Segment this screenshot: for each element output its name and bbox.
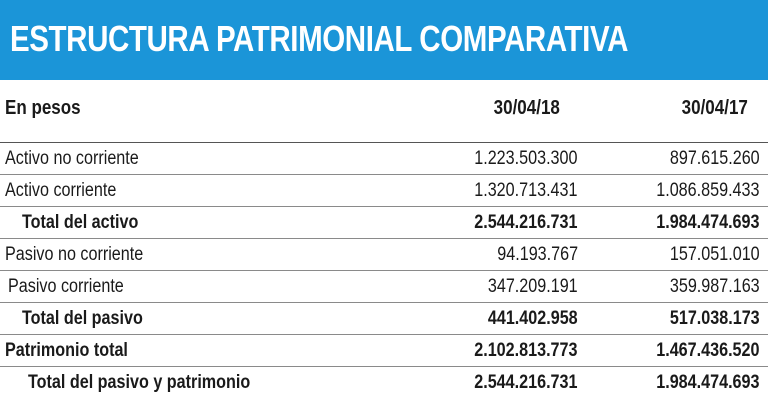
row-value-2018: 2.544.216.731 <box>474 212 578 233</box>
row-value-2018: 94.193.767 <box>497 244 578 265</box>
row-label: Total del pasivo y patrimonio <box>28 372 251 393</box>
table-row-total-pasivo-y-patrimonio: Total del pasivo y patrimonio 2.544.216.… <box>0 367 768 399</box>
row-label: Pasivo corriente <box>8 276 124 297</box>
balance-table: En pesos 30/04/18 30/04/17 Activo no cor… <box>0 80 768 399</box>
row-value-2017: 1.984.474.693 <box>656 212 760 233</box>
row-value-2017: 359.987.163 <box>670 276 760 297</box>
row-label: Pasivo no corriente <box>5 244 144 265</box>
table-header-row: En pesos 30/04/18 30/04/17 <box>0 80 768 143</box>
row-label: Total del pasivo <box>22 308 143 329</box>
row-value-2017: 1.467.436.520 <box>656 340 760 361</box>
row-value-2017: 1.086.859.433 <box>656 180 760 201</box>
header-date-2018: 30/04/18 <box>493 97 560 119</box>
row-value-2018: 441.402.958 <box>488 308 578 329</box>
table-row-activo-no-corriente: Activo no corriente 1.223.503.300 897.61… <box>0 143 768 175</box>
row-value-2018: 347.209.191 <box>488 276 578 297</box>
row-value-2017: 897.615.260 <box>670 148 760 169</box>
row-value-2017: 517.038.173 <box>670 308 760 329</box>
row-value-2017: 1.984.474.693 <box>656 372 760 393</box>
table-row-activo-corriente: Activo corriente 1.320.713.431 1.086.859… <box>0 175 768 207</box>
page-title: ESTRUCTURA PATRIMONIAL COMPARATIVA <box>10 18 628 59</box>
row-label: Activo no corriente <box>5 148 139 169</box>
table-row-patrimonio-total: Patrimonio total 2.102.813.773 1.467.436… <box>0 335 768 367</box>
header-date-2017: 30/04/17 <box>681 97 748 119</box>
table-row-pasivo-corriente: Pasivo corriente 347.209.191 359.987.163 <box>0 271 768 303</box>
header-label-en-pesos: En pesos <box>5 97 81 119</box>
row-value-2018: 2.102.813.773 <box>474 340 578 361</box>
row-label: Total del activo <box>22 212 139 233</box>
row-value-2017: 157.051.010 <box>670 244 760 265</box>
row-value-2018: 2.544.216.731 <box>474 372 578 393</box>
table-row-total-del-activo: Total del activo 2.544.216.731 1.984.474… <box>0 207 768 239</box>
row-value-2018: 1.223.503.300 <box>474 148 578 169</box>
row-value-2018: 1.320.713.431 <box>474 180 578 201</box>
table-row-total-del-pasivo: Total del pasivo 441.402.958 517.038.173 <box>0 303 768 335</box>
table-row-pasivo-no-corriente: Pasivo no corriente 94.193.767 157.051.0… <box>0 239 768 271</box>
title-banner: ESTRUCTURA PATRIMONIAL COMPARATIVA <box>0 0 768 80</box>
row-label: Activo corriente <box>5 180 117 201</box>
row-label: Patrimonio total <box>5 340 128 361</box>
